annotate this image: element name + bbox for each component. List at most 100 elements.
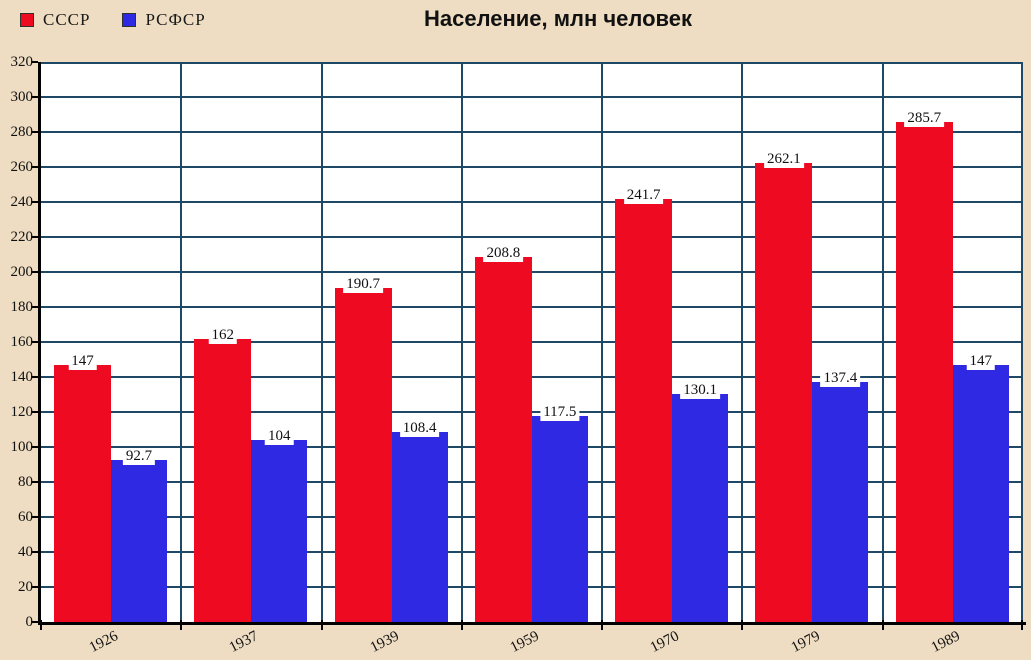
y-tick-40 [31,551,38,553]
bar-ussr-1979 [755,163,813,622]
y-tick-label-40: 40 [18,544,33,560]
y-tick-0 [31,621,38,623]
plot-area: 0 20 40 60 80 100 120 140 160 180 200 220 240 260 280 3… [11,54,1026,656]
y-tick-220 [31,236,38,238]
y-tick-label-180: 180 [10,299,34,315]
bar-value-label-ussr-1926: 147 [68,352,97,370]
y-tick-label-300: 300 [10,89,34,105]
bar-rsfsr-1970 [672,394,729,622]
chart-title: Население, млн человек [423,6,693,31]
bar-rsfsr-1959 [531,416,588,622]
bar-value-label-rsfsr-1989: 147 [966,352,995,370]
gridline-h-180 [41,306,1023,308]
group-separator-4 [601,62,604,622]
y-tick-label-260: 260 [10,159,34,175]
y-axis-line [38,62,41,625]
y-tick-label-120: 120 [10,404,34,420]
y-tick-100 [31,446,38,448]
bar-rsfsr-1979 [812,381,869,622]
x-tick-3 [460,620,463,630]
y-tick-120 [31,411,38,413]
bar-ussr-1939 [334,288,392,622]
bar-value-label-rsfsr-1937: 104 [265,428,294,445]
x-category-label-1979: 1979 [788,628,823,656]
x-category-label-1989: 1989 [928,628,963,656]
y-tick-label-220: 220 [10,229,34,245]
x-category-label-1937: 1937 [227,628,262,656]
group-separator-5 [741,62,744,622]
x-category-label-1970: 1970 [648,628,683,656]
bar-rsfsr-1989 [952,364,1009,622]
bar-value-label-rsfsr-1970: 130.1 [680,382,721,400]
plot-right-border [1021,62,1023,622]
x-tick-1 [180,620,183,630]
bar-value-label-ussr-1937: 162 [208,326,238,344]
bar-rsfsr-1937 [251,440,308,622]
y-tick-20 [31,586,38,588]
y-tick-260 [31,166,38,168]
gridline-h-120 [41,411,1023,413]
legend: СССР РСФСР [20,10,206,30]
legend-item-rsfsr: РСФСР [122,10,205,30]
bar-value-label-ussr-1939: 190.7 [343,276,383,294]
gridline-h-300 [41,96,1023,98]
bar-ussr-1959 [474,256,532,622]
y-tick-label-20: 20 [18,579,33,595]
x-tick-6 [881,620,884,630]
group-separator-1 [180,62,183,622]
plot-top-border [41,62,1023,64]
y-tick-80 [31,481,38,483]
rsfsr-swatch-icon [122,13,137,27]
y-tick-label-200: 200 [10,264,34,280]
x-tick-0 [40,620,42,630]
x-category-label-1959: 1959 [507,628,542,656]
y-tick-240 [31,201,38,203]
group-separator-6 [881,62,884,622]
bar-value-label-ussr-1989: 285.7 [904,110,945,128]
gridline-h-260 [41,166,1023,168]
bar-value-label-rsfsr-1959: 117.5 [540,404,580,422]
y-tick-label-280: 280 [10,124,34,140]
bar-value-label-rsfsr-1939: 108.4 [399,420,440,438]
bar-ussr-1989 [895,122,953,622]
gridline-h-240 [41,201,1023,203]
x-tick-4 [601,620,604,630]
legend-label-rsfsr: РСФСР [145,10,206,29]
bar-value-label-rsfsr-1926: 92.7 [122,447,156,465]
gridline-h-160 [41,341,1023,343]
y-tick-label-160: 160 [10,334,34,350]
x-axis-line [38,622,1026,625]
legend-label-ussr: СССР [43,10,91,29]
gridline-h-220 [41,236,1023,238]
y-tick-200 [31,271,38,273]
bar-value-label-ussr-1959: 208.8 [483,244,524,262]
bar-value-label-ussr-1979: 262.1 [764,151,804,169]
legend-item-ussr: СССР [20,10,90,30]
ussr-swatch-icon [20,13,34,27]
y-tick-300 [31,96,38,98]
bar-ussr-1970 [615,199,673,622]
group-separator-3 [460,62,463,622]
y-tick-label-140: 140 [10,369,34,385]
y-tick-180 [31,306,38,308]
y-tick-label-60: 60 [18,509,33,525]
y-tick-160 [31,341,38,343]
y-tick-label-240: 240 [10,194,34,210]
gridline-h-140 [41,376,1023,378]
x-tick-7 [1021,620,1023,630]
y-tick-280 [31,131,38,133]
y-tick-label-80: 80 [18,474,33,490]
gridline-h-280 [41,131,1023,133]
y-tick-140 [31,376,38,378]
bar-ussr-1937 [194,338,252,622]
x-category-label-1939: 1939 [367,628,402,656]
x-category-label-1926: 1926 [86,628,121,656]
x-tick-2 [320,620,323,630]
y-tick-320 [31,61,38,63]
y-tick-label-0: 0 [25,614,34,630]
bar-rsfsr-1939 [391,432,448,622]
bar-rsfsr-1926 [111,459,167,622]
gridline-h-200 [41,271,1023,273]
bar-value-label-ussr-1970: 241.7 [623,187,664,205]
